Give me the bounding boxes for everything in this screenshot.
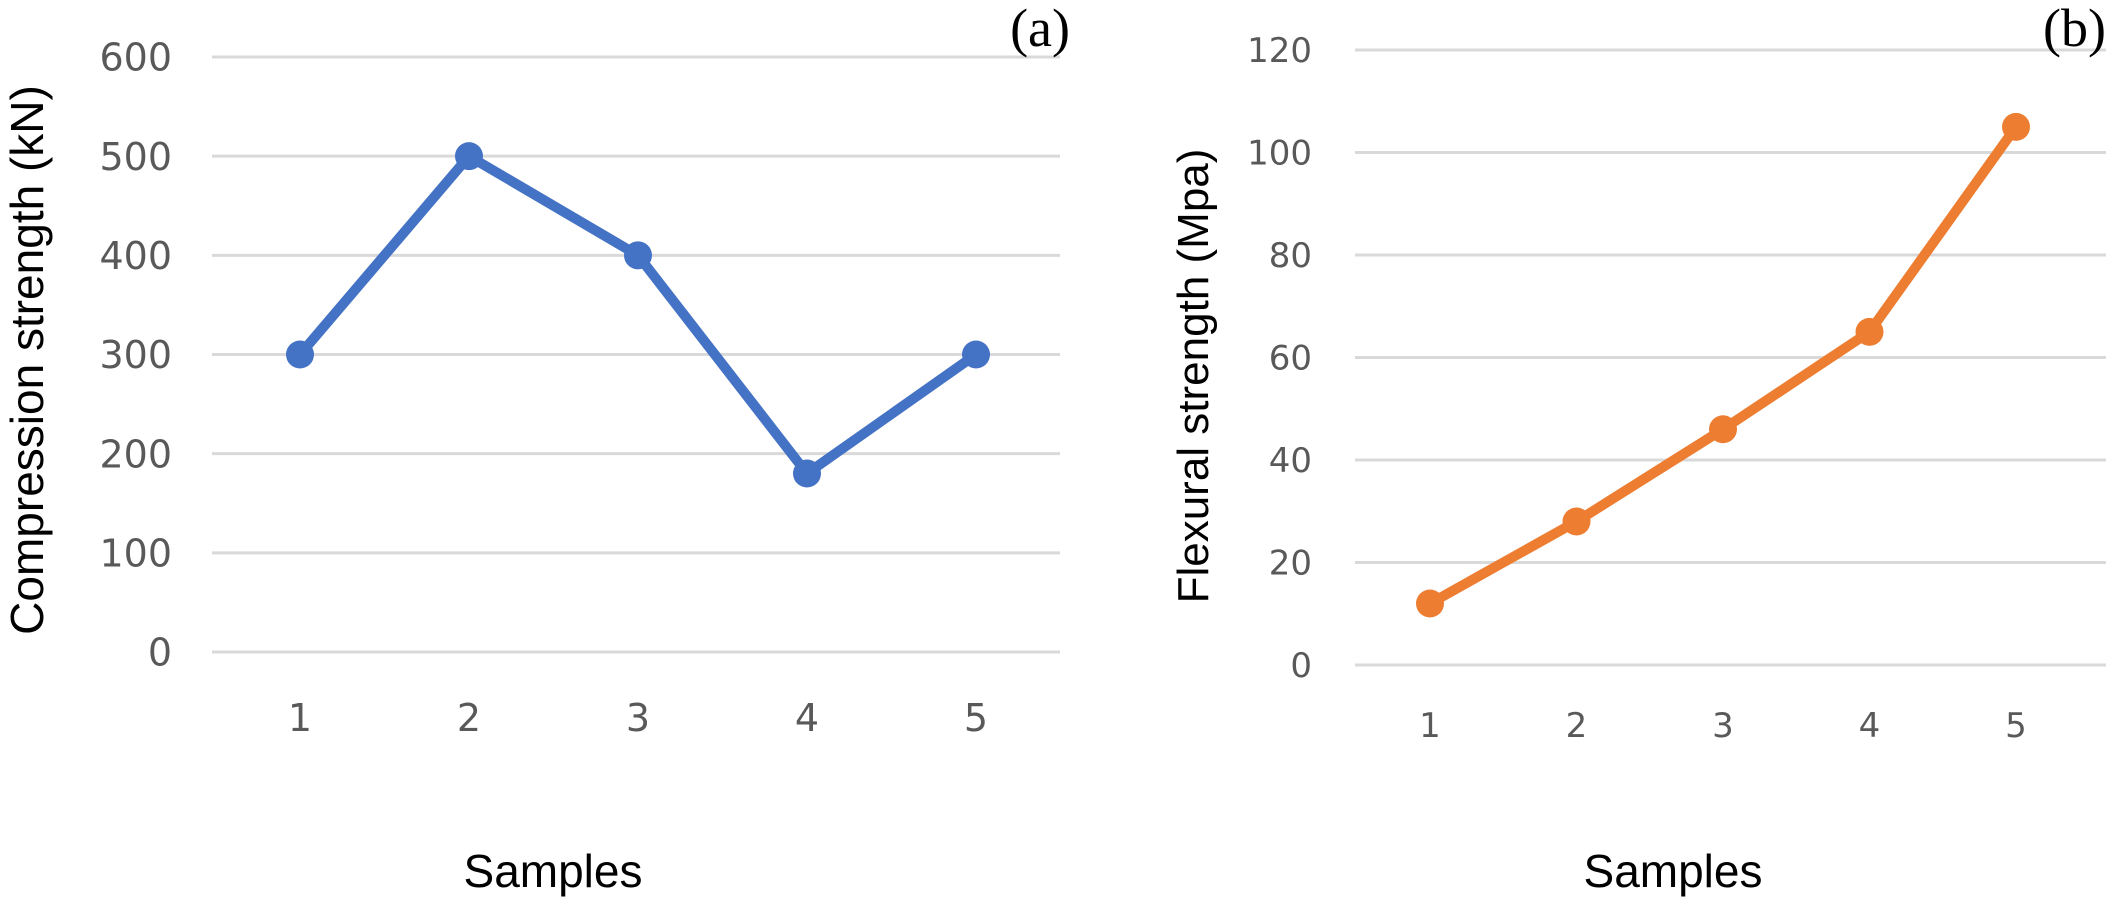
flexural-series-line bbox=[1425, 121, 2021, 609]
compression-chart: 0 100 200 300 400 500 600 1 2 3 4 5 Compression st… bbox=[1, 0, 1070, 897]
compression-series bbox=[286, 142, 990, 488]
compression-data-point bbox=[286, 340, 314, 369]
flexural-data-point bbox=[1855, 317, 1884, 346]
compression-y-tick-label: 100 bbox=[99, 532, 172, 576]
flexural-chart: 0 20 40 60 80 100 120 1 2 3 4 5 Flexural strength … bbox=[1169, 0, 2106, 897]
flexural-x-tick-label: 3 bbox=[1712, 706, 1734, 746]
compression-y-axis-title: Compression strength (kN) bbox=[1, 85, 53, 635]
compression-x-axis-title: Samples bbox=[464, 845, 643, 897]
compression-x-tick-label: 5 bbox=[964, 696, 988, 740]
compression-y-tick-label: 400 bbox=[99, 234, 172, 278]
flexural-y-tick-label: 60 bbox=[1269, 339, 1312, 379]
compression-data-point bbox=[962, 340, 990, 369]
compression-y-tick-label: 500 bbox=[99, 135, 172, 179]
panel-label-b: (b) bbox=[2043, 0, 2106, 58]
flexural-y-tick-label: 0 bbox=[1290, 646, 1312, 686]
compression-x-tick-label: 4 bbox=[795, 696, 819, 740]
compression-series-line bbox=[295, 151, 981, 479]
compression-x-tick-label: 1 bbox=[288, 696, 312, 740]
flexural-x-tick-label: 5 bbox=[2005, 706, 2027, 746]
compression-x-ticks: 1 2 3 4 5 bbox=[288, 696, 988, 740]
flexural-data-point bbox=[1709, 415, 1737, 444]
compression-gridlines bbox=[212, 55, 1060, 654]
flexural-y-tick-label: 20 bbox=[1269, 544, 1312, 584]
compression-y-ticks: 0 100 200 300 400 500 600 bbox=[99, 36, 172, 675]
compression-x-tick-label: 3 bbox=[626, 696, 650, 740]
compression-x-tick-label: 2 bbox=[457, 696, 481, 740]
flexural-gridlines bbox=[1355, 48, 2106, 667]
compression-y-tick-label: 0 bbox=[148, 631, 172, 675]
compression-data-point bbox=[793, 459, 821, 488]
flexural-y-tick-label: 80 bbox=[1269, 236, 1312, 276]
flexural-y-tick-label: 100 bbox=[1247, 134, 1312, 174]
flexural-y-axis-title: Flexural strength (Mpa) bbox=[1169, 149, 1218, 604]
compression-y-tick-label: 200 bbox=[99, 432, 172, 476]
flexural-y-ticks: 0 20 40 60 80 100 120 bbox=[1247, 31, 1312, 686]
flexural-x-tick-label: 1 bbox=[1419, 706, 1441, 746]
compression-data-point bbox=[624, 241, 652, 270]
compression-data-point bbox=[455, 142, 483, 171]
flexural-series bbox=[1416, 112, 2030, 618]
compression-y-tick-label: 300 bbox=[99, 333, 172, 377]
panel-label-a: (a) bbox=[1010, 0, 1070, 58]
flexural-x-axis-title: Samples bbox=[1584, 845, 1763, 897]
flexural-y-tick-label: 40 bbox=[1269, 441, 1312, 481]
flexural-x-ticks: 1 2 3 4 5 bbox=[1419, 706, 2027, 746]
compression-y-tick-label: 600 bbox=[99, 36, 172, 80]
flexural-x-tick-label: 2 bbox=[1566, 706, 1588, 746]
flexural-x-tick-label: 4 bbox=[1859, 706, 1881, 746]
flexural-y-tick-label: 120 bbox=[1247, 31, 1312, 71]
flexural-data-point bbox=[2002, 112, 2030, 141]
flexural-data-point bbox=[1562, 507, 1591, 536]
flexural-data-point bbox=[1416, 589, 1444, 618]
